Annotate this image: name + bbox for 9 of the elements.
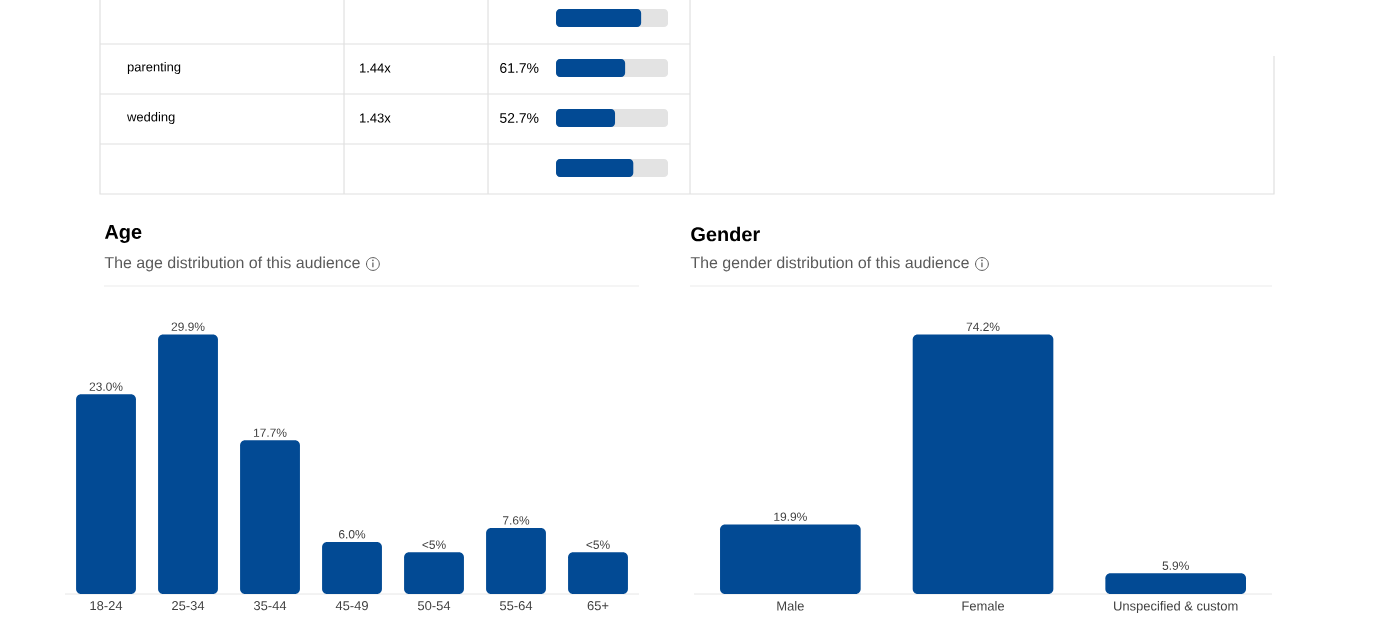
bar	[240, 440, 300, 594]
bar	[404, 552, 464, 594]
chart-title: Gender	[691, 226, 760, 242]
bar	[486, 528, 546, 594]
bar	[76, 394, 136, 594]
chart-title: Age	[104, 225, 142, 243]
bar	[322, 541, 382, 594]
bar	[568, 552, 628, 594]
bar	[158, 334, 218, 594]
